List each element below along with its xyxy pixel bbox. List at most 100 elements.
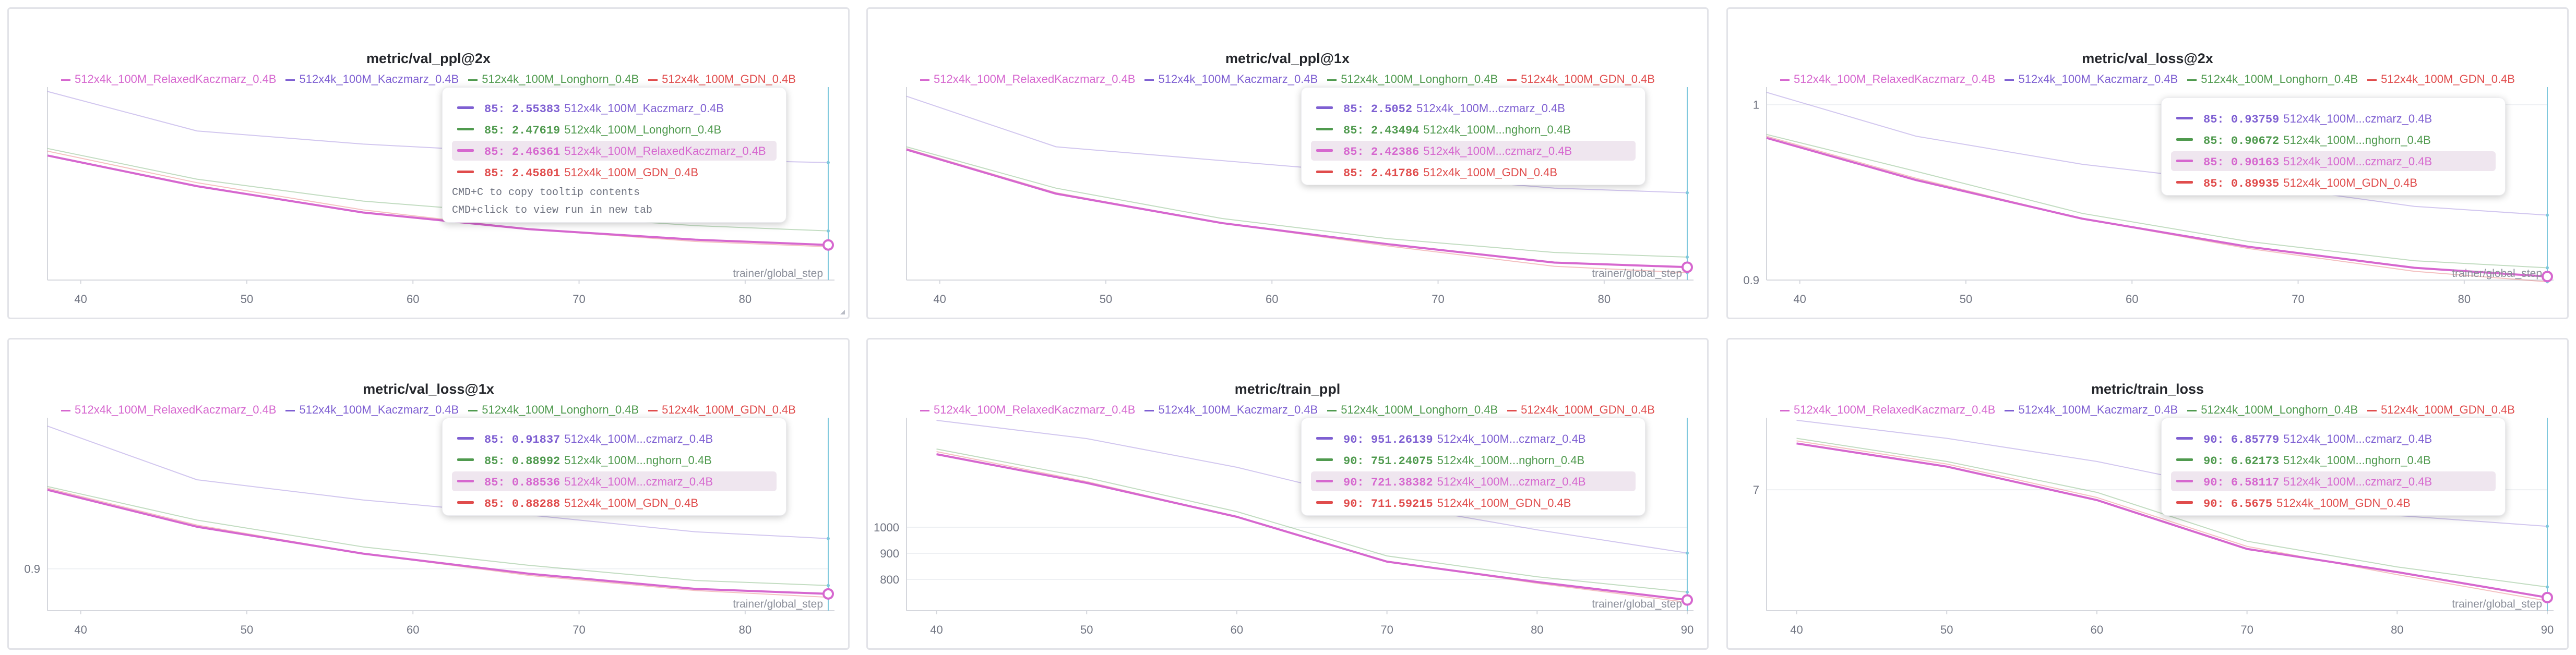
legend-item[interactable]: 512x4k_100M_Kaczmarz_0.4B <box>285 403 459 417</box>
legend-item[interactable]: 512x4k_100M_GDN_0.4B <box>1507 72 1655 86</box>
legend-label: 512x4k_100M_Longhorn_0.4B <box>482 403 639 416</box>
tooltip-value: 2.42386 <box>1370 145 1420 159</box>
chart-title: metric/train_ppl <box>1234 381 1341 397</box>
legend-swatch <box>468 409 478 411</box>
series-line[interactable] <box>47 486 829 586</box>
tooltip-row[interactable]: 85: 0.88288 512x4k_100M_GDN_0.4B <box>452 493 777 513</box>
legend-item[interactable]: 512x4k_100M_Longhorn_0.4B <box>2187 403 2358 417</box>
legend-item[interactable]: 512x4k_100M_Longhorn_0.4B <box>1327 72 1498 86</box>
chart-panel: metric/train_loss 512x4k_100M_RelaxedKacz… <box>1726 338 2569 650</box>
tooltip-row[interactable]: 85: 2.55383 512x4k_100M_Kaczmarz_0.4B <box>452 98 777 118</box>
tooltip-row[interactable]: 90: 6.5675 512x4k_100M_GDN_0.4B <box>2171 493 2496 513</box>
legend-item[interactable]: 512x4k_100M_GDN_0.4B <box>648 403 796 417</box>
tooltip-row[interactable]: 85: 0.90163 512x4k_100M...czmarz_0.4B <box>2171 151 2496 171</box>
legend-item[interactable]: 512x4k_100M_Longhorn_0.4B <box>2187 72 2358 86</box>
legend-item[interactable]: 512x4k_100M_Kaczmarz_0.4B <box>1144 72 1318 86</box>
legend-item[interactable]: 512x4k_100M_RelaxedKaczmarz_0.4B <box>61 403 276 417</box>
hover-point <box>827 161 830 164</box>
legend-item[interactable]: 512x4k_100M_Longhorn_0.4B <box>468 403 639 417</box>
tooltip-value: 6.5675 <box>2231 498 2273 511</box>
chart-plot[interactable]: 1000 900 800 40 50 60 70 80 90 trainer/global_ste… <box>868 339 1707 648</box>
hover-point <box>2546 266 2549 270</box>
tooltip-step: 85 <box>2203 113 2217 126</box>
tooltip-swatch <box>457 149 474 152</box>
tooltip-entry: 85: 2.41786 512x4k_100M_GDN_0.4B <box>1343 166 1557 180</box>
legend-item[interactable]: 512x4k_100M_Longhorn_0.4B <box>1327 403 1498 417</box>
tooltip-entry: 85: 0.90672 512x4k_100M...nghorn_0.4B <box>2203 134 2431 148</box>
tooltip-row[interactable]: 85: 2.42386 512x4k_100M...czmarz_0.4B <box>1311 141 1636 161</box>
legend-item[interactable]: 512x4k_100M_GDN_0.4B <box>1507 403 1655 417</box>
legend-item[interactable]: 512x4k_100M_RelaxedKaczmarz_0.4B <box>1780 403 1995 417</box>
chart-plot[interactable]: 40 50 60 70 80 trainer/global_step <box>868 9 1707 318</box>
series-line[interactable] <box>936 448 1688 593</box>
legend-item[interactable]: 512x4k_100M_RelaxedKaczmarz_0.4B <box>920 72 1135 86</box>
tooltip-run-name: 512x4k_100M...czmarz_0.4B <box>2283 475 2432 488</box>
tooltip-row[interactable]: 85: 2.46361 512x4k_100M_RelaxedKaczmarz_0… <box>452 141 777 161</box>
tooltip-step: 85 <box>484 476 498 489</box>
legend-item[interactable]: 512x4k_100M_GDN_0.4B <box>2367 72 2515 86</box>
legend-swatch <box>1144 409 1154 411</box>
tooltip-run-name: 512x4k_100M...czmarz_0.4B <box>1437 475 1586 488</box>
tooltip-row[interactable]: 85: 0.89935 512x4k_100M_GDN_0.4B <box>2171 173 2496 192</box>
series-line[interactable] <box>1796 438 2548 588</box>
legend-item[interactable]: 512x4k_100M_GDN_0.4B <box>2367 403 2515 417</box>
tooltip-step: 85 <box>484 455 498 468</box>
legend-swatch <box>61 79 71 81</box>
tooltip-entry: 90: 721.38382 512x4k_100M...czmarz_0.4B <box>1343 475 1586 489</box>
series-line[interactable] <box>1766 137 2548 278</box>
legend-item[interactable]: 512x4k_100M_Kaczmarz_0.4B <box>2005 403 2178 417</box>
tooltip-row[interactable]: 90: 6.58117 512x4k_100M...czmarz_0.4B <box>2171 471 2496 491</box>
hover-tooltip: 90: 6.85779 512x4k_100M...czmarz_0.4B 90: … <box>2161 418 2506 516</box>
tooltip-row[interactable]: 85: 2.47619 512x4k_100M_Longhorn_0.4B <box>452 119 777 139</box>
legend-item[interactable]: 512x4k_100M_RelaxedKaczmarz_0.4B <box>1780 72 1995 86</box>
tooltip-row[interactable]: 90: 721.38382 512x4k_100M...czmarz_0.4B <box>1311 471 1636 491</box>
tooltip-row[interactable]: 90: 6.62173 512x4k_100M...nghorn_0.4B <box>2171 450 2496 470</box>
legend-item[interactable]: 512x4k_100M_Kaczmarz_0.4B <box>1144 403 1318 417</box>
tooltip-row[interactable]: 90: 711.59215 512x4k_100M_GDN_0.4B <box>1311 493 1636 513</box>
legend-item[interactable]: 512x4k_100M_GDN_0.4B <box>648 72 796 86</box>
tooltip-value: 0.90163 <box>2231 156 2280 169</box>
legend-label: 512x4k_100M_Longhorn_0.4B <box>2201 403 2358 416</box>
legend-swatch <box>61 409 71 411</box>
series-line[interactable] <box>1766 134 2548 269</box>
tooltip-row[interactable]: 90: 951.26139 512x4k_100M...czmarz_0.4B <box>1311 429 1636 448</box>
tooltip-row[interactable]: 85: 0.88536 512x4k_100M...czmarz_0.4B <box>452 471 777 491</box>
legend-label: 512x4k_100M_RelaxedKaczmarz_0.4B <box>934 403 1136 416</box>
series-line[interactable] <box>936 453 1688 601</box>
tooltip-entry: 85: 0.90163 512x4k_100M...czmarz_0.4B <box>2203 155 2432 169</box>
tooltip-row[interactable]: 85: 2.45801 512x4k_100M_GDN_0.4B <box>452 162 777 182</box>
legend-item[interactable]: 512x4k_100M_RelaxedKaczmarz_0.4B <box>920 403 1135 417</box>
tooltip-entry: 90: 6.5675 512x4k_100M_GDN_0.4B <box>2203 496 2411 511</box>
resize-handle-icon[interactable] <box>840 310 845 314</box>
tooltip-row[interactable]: 90: 751.24075 512x4k_100M...nghorn_0.4B <box>1311 450 1636 470</box>
series-line[interactable] <box>1796 440 2548 602</box>
tooltip-separator: : <box>498 433 512 446</box>
legend-item[interactable]: 512x4k_100M_Kaczmarz_0.4B <box>2005 72 2178 86</box>
tooltip-row[interactable]: 85: 2.43494 512x4k_100M...nghorn_0.4B <box>1311 119 1636 139</box>
tooltip-row[interactable]: 85: 2.5052 512x4k_100M...czmarz_0.4B <box>1311 98 1636 118</box>
chart-title: metric/val_ppl@1x <box>1225 51 1350 66</box>
legend-item[interactable]: 512x4k_100M_RelaxedKaczmarz_0.4B <box>61 72 276 86</box>
chart-legend: 512x4k_100M_RelaxedKaczmarz_0.4B 512x4k_1… <box>9 72 848 86</box>
tooltip-entry: 90: 711.59215 512x4k_100M_GDN_0.4B <box>1343 496 1571 511</box>
tooltip-entry: 85: 0.88288 512x4k_100M_GDN_0.4B <box>484 496 698 511</box>
series-line[interactable] <box>47 489 829 595</box>
tooltip-row[interactable]: 85: 0.93759 512x4k_100M...czmarz_0.4B <box>2171 108 2496 128</box>
legend-item[interactable]: 512x4k_100M_Longhorn_0.4B <box>468 72 639 86</box>
tooltip-row[interactable]: 85: 2.41786 512x4k_100M_GDN_0.4B <box>1311 162 1636 182</box>
tooltip-row[interactable]: 90: 6.85779 512x4k_100M...czmarz_0.4B <box>2171 429 2496 448</box>
tooltip-row[interactable]: 85: 0.91837 512x4k_100M...czmarz_0.4B <box>452 429 777 448</box>
series-line[interactable] <box>906 148 1688 269</box>
series-line[interactable] <box>1796 442 2548 599</box>
tooltip-value: 2.43494 <box>1370 124 1420 137</box>
series-line[interactable] <box>906 146 1688 258</box>
legend-item[interactable]: 512x4k_100M_Kaczmarz_0.4B <box>285 72 459 86</box>
x-tick-label: 40 <box>933 293 946 306</box>
tooltip-swatch <box>457 106 474 109</box>
chart-plot[interactable]: 1 0.9 40 50 60 70 80 trainer/global_step <box>1728 9 2567 318</box>
hover-point <box>1686 255 1689 259</box>
tooltip-run-name: 512x4k_100M...nghorn_0.4B <box>1437 454 1585 467</box>
tooltip-row[interactable]: 85: 0.90672 512x4k_100M...nghorn_0.4B <box>2171 130 2496 150</box>
x-tick-label: 50 <box>1940 623 1953 636</box>
tooltip-row[interactable]: 85: 0.88992 512x4k_100M...nghorn_0.4B <box>452 450 777 470</box>
